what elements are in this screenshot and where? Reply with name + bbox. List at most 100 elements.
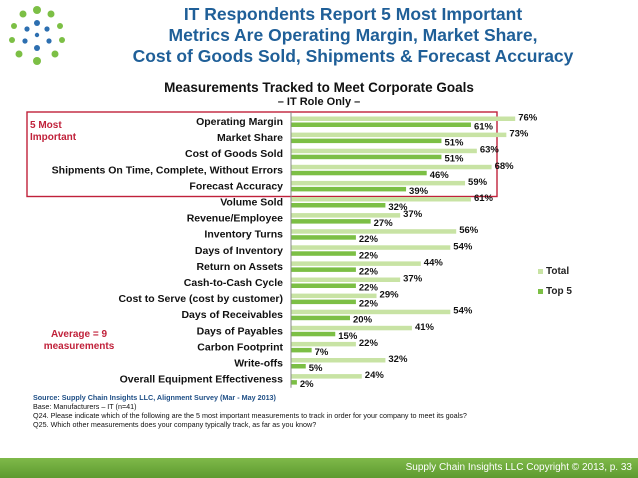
title-line-2: Metrics Are Operating Margin, Market Sha…	[168, 25, 538, 45]
top5-callout-text: 5 Most Important	[30, 120, 77, 143]
bar-total	[291, 229, 457, 234]
legend-top5-label: Top 5	[546, 286, 572, 297]
average-callout: Average = 9 measurements	[34, 329, 124, 353]
bar-top5	[291, 299, 356, 305]
bar-total-label: 68%	[495, 161, 515, 172]
bar-top5	[291, 347, 312, 353]
footer-bar: Supply Chain Insights LLC Copyright © 20…	[0, 458, 638, 478]
category-label: Cost to Serve (cost by customer)	[118, 293, 283, 305]
category-label: Volume Sold	[220, 197, 283, 209]
bar-top5-label: 22%	[359, 299, 379, 310]
question-24: Q24. Please indicate which of the follow…	[33, 411, 467, 420]
category-label: Days of Inventory	[195, 245, 283, 257]
bar-top5	[291, 138, 442, 144]
bar-top5-label: 5%	[309, 363, 323, 374]
bar-total	[291, 374, 362, 379]
bar-top5-label: 32%	[388, 202, 408, 213]
bar-top5	[291, 251, 356, 256]
base-line: Base: Manufacturers – IT (n=41)	[33, 402, 137, 411]
company-logo	[9, 6, 65, 65]
category-label: Cash-to-Cash Cycle	[184, 277, 283, 289]
bar-total	[291, 341, 356, 347]
category-label: Revenue/Employee	[187, 213, 283, 225]
chart-title: Measurements Tracked to Meet Corporate G…	[164, 80, 474, 95]
legend-total: Total	[538, 266, 569, 277]
category-label: Days of Receivables	[181, 309, 283, 321]
bar-total	[291, 309, 451, 315]
category-label: Forecast Accuracy	[189, 180, 283, 192]
bar-top5	[291, 122, 471, 127]
bar-top5-label: 39%	[409, 186, 429, 197]
bar-total	[291, 116, 516, 121]
bar-top5-label: 46%	[430, 170, 450, 181]
bar-top5-label: 27%	[374, 218, 394, 229]
bar-total-label: 73%	[509, 129, 529, 140]
bar-total	[291, 358, 386, 363]
bar-top5-label: 15%	[338, 331, 358, 342]
title-line-1: IT Respondents Report 5 Most Important	[183, 4, 523, 24]
bar-top5	[291, 380, 297, 385]
bar-total-label: 44%	[424, 257, 444, 268]
category-label: Days of Payables	[197, 325, 284, 337]
bar-top5	[291, 331, 336, 337]
category-label: Cost of Goods Sold	[185, 148, 283, 160]
bar-top5	[291, 170, 427, 176]
bar-total-label: 56%	[459, 225, 479, 236]
bar-total	[291, 132, 507, 138]
bar-top5	[291, 186, 407, 192]
bar-top5	[291, 154, 442, 160]
bar-total-label: 32%	[388, 354, 408, 365]
source-notes: Source: Supply Chain Insights LLC, Align…	[33, 393, 467, 429]
category-label: Carbon Footprint	[197, 341, 283, 353]
average-callout-text: Average = 9 measurements	[43, 329, 115, 352]
bar-top5-label: 51%	[444, 154, 464, 165]
top5-callout: 5 Most Important	[30, 120, 90, 144]
bar-top5-label: 22%	[359, 250, 379, 261]
bar-total-label: 24%	[365, 370, 385, 381]
category-label: Market Share	[217, 132, 283, 144]
legend-top5: Top 5	[538, 286, 572, 297]
bar-total	[291, 148, 477, 154]
bar-total-label: 29%	[380, 290, 400, 301]
bar-top5-label: 2%	[300, 379, 314, 390]
category-label: Operating Margin	[196, 116, 283, 128]
bar-total	[291, 213, 401, 218]
legend-total-label: Total	[546, 266, 570, 277]
bar-total-label: 76%	[518, 113, 538, 124]
bar-top5-label: 61%	[474, 122, 494, 133]
bar-total-label: 54%	[453, 306, 473, 317]
legend-total-swatch	[538, 268, 543, 274]
question-25: Q25. Which other measurements does your …	[33, 420, 317, 429]
bar-total-label: 59%	[468, 177, 488, 188]
category-label: Write-offs	[234, 358, 283, 370]
bar-top5-label: 22%	[359, 266, 379, 277]
bar-total	[291, 164, 492, 170]
bar-total	[291, 245, 451, 250]
source-line: Source: Supply Chain Insights LLC, Align…	[33, 393, 276, 402]
bar-total-label: 22%	[359, 338, 379, 349]
bar-top5	[291, 235, 356, 240]
bar-top5-label: 22%	[359, 283, 379, 294]
category-label: Return on Assets	[196, 261, 283, 273]
bar-top5-label: 7%	[315, 347, 329, 358]
chart-subtitle: – IT Role Only –	[277, 96, 361, 108]
bar-total-label: 37%	[403, 274, 423, 285]
bar-top5-label: 22%	[359, 234, 379, 245]
bar-total-label: 41%	[415, 322, 435, 333]
category-label: Overall Equipment Effectiveness	[120, 374, 284, 386]
bar-total-label: 63%	[480, 145, 500, 156]
bar-total	[291, 197, 471, 202]
bar-top5	[291, 267, 356, 272]
bar-total	[291, 261, 421, 266]
bar-total	[291, 180, 466, 186]
category-label: Inventory Turns	[204, 229, 283, 241]
legend-top5-swatch	[538, 288, 543, 294]
bar-top5	[291, 203, 386, 208]
bar-total-label: 61%	[474, 193, 494, 204]
bar-total	[291, 325, 412, 331]
slide-title: IT Respondents Report 5 Most Important M…	[70, 4, 636, 67]
bar-total-label: 54%	[453, 241, 473, 252]
bar-top5	[291, 219, 371, 224]
bar-total	[291, 277, 401, 282]
